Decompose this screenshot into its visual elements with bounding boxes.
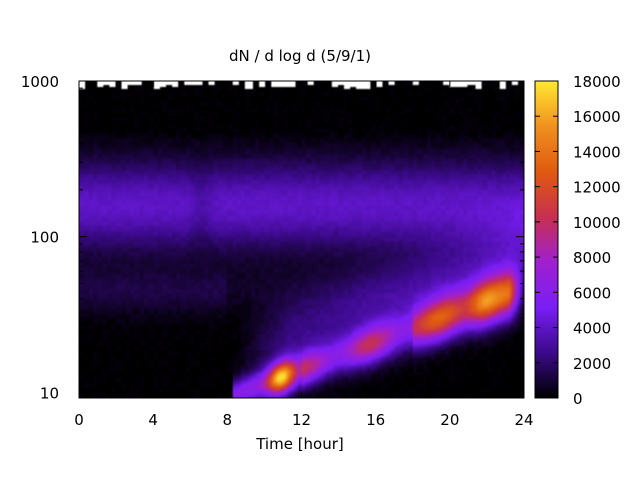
colorbar-tick-label: 18000 [573,73,621,91]
x-tick-label: 24 [514,411,533,429]
colorbar-tick-label: 0 [573,390,583,408]
x-tick-label: 8 [223,411,233,429]
chart-title: dN / d log d (5/9/1) [229,47,371,65]
colorbar-tick-label: 2000 [573,355,611,373]
colorbar-tick-label: 16000 [573,108,621,126]
colorbar-frame [534,80,559,399]
y-axis: 10 100 1000 [21,73,524,402]
x-tick-label: 16 [366,411,385,429]
x-axis-label: Time [hour] [255,435,344,453]
colorbar-tick-label: 10000 [573,214,621,232]
heatmap-cells [79,81,524,398]
colorbar-tick-label: 4000 [573,320,611,338]
colorbar-ticks: 0 2000 4000 6000 8000 10000 12000 14000 16000 180… [535,73,621,408]
heatmap-area [78,80,525,399]
colorbar-tick-label: 14000 [573,143,621,161]
colorbar-tick-label: 6000 [573,284,611,302]
colorbar-tick-label: 12000 [573,179,621,197]
x-tick-label: 20 [440,411,459,429]
y-tick-label: 10 [40,384,59,402]
x-axis: 0 4 8 12 16 20 24 [74,81,534,429]
colorbar-tick-label: 8000 [573,249,611,267]
colorbar-gradient [535,81,558,398]
y-tick-label: 1000 [21,73,59,91]
y-tick-label: 100 [30,229,59,247]
x-tick-label: 12 [292,411,311,429]
colorbar: 0 2000 4000 6000 8000 10000 12000 14000 16000 180… [534,73,621,408]
x-tick-label: 4 [148,411,158,429]
x-tick-label: 0 [74,411,84,429]
